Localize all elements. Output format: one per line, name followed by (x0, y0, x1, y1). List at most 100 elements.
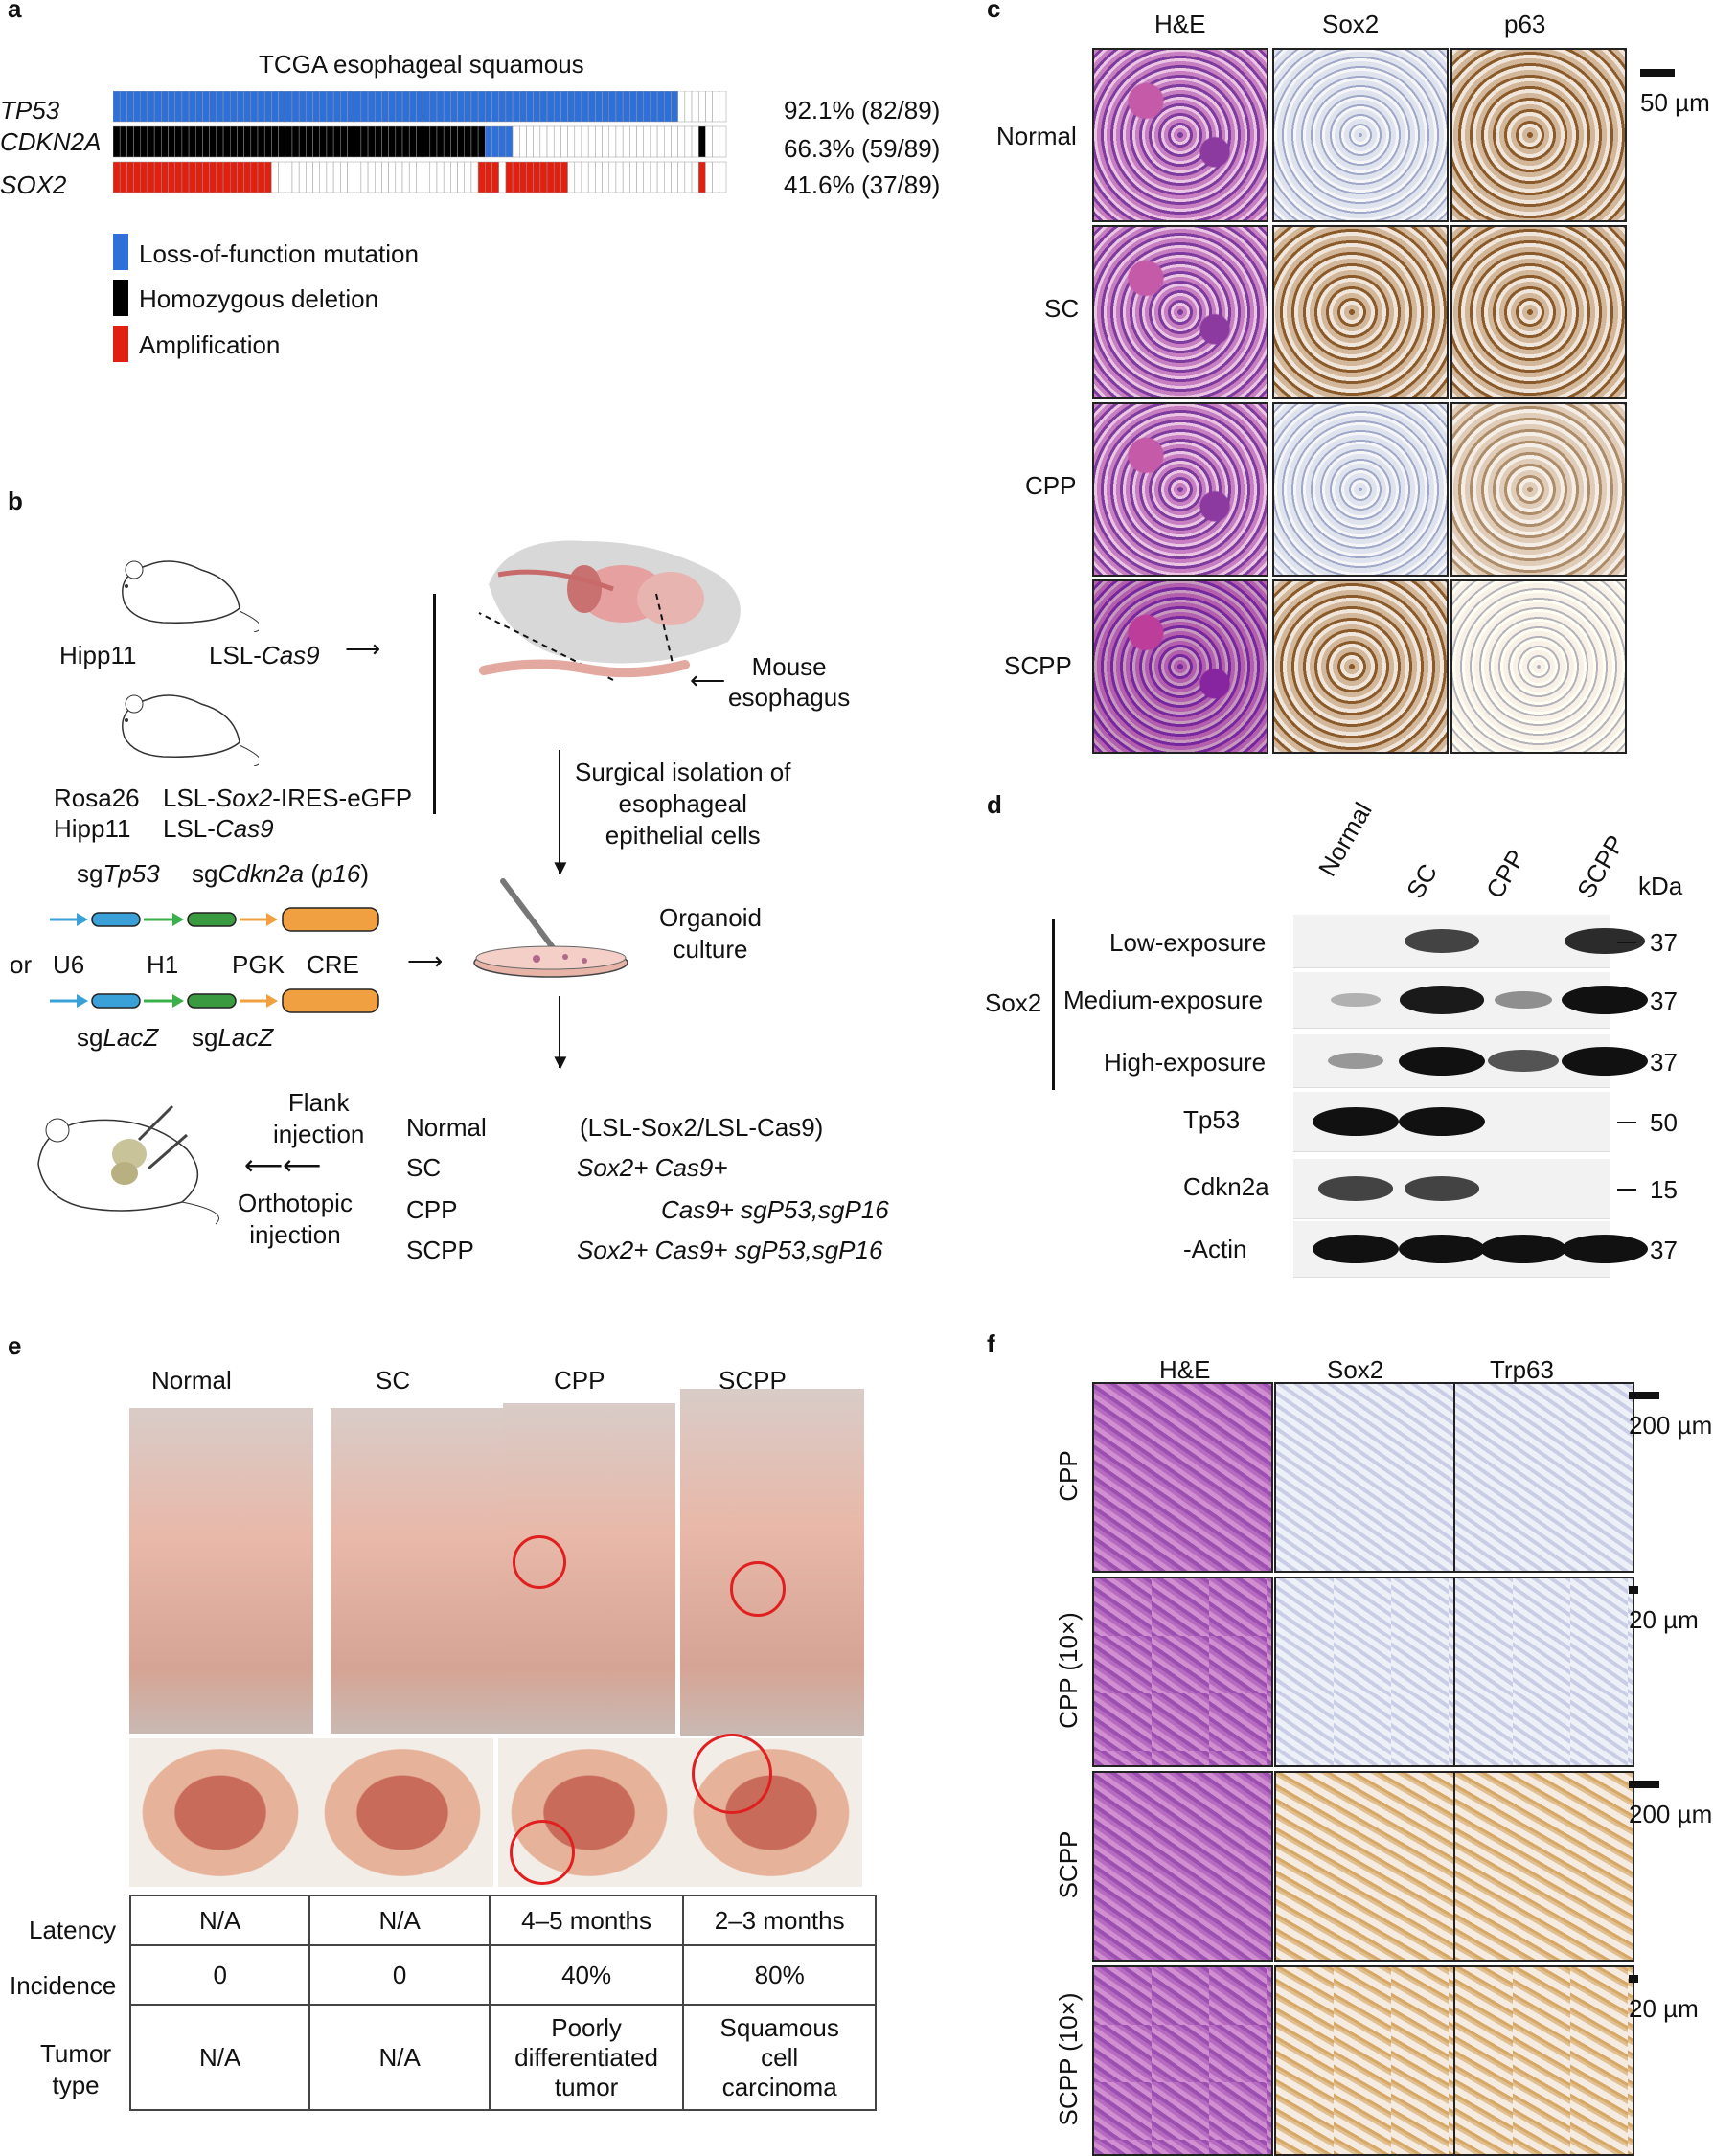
oncoprint-cell (691, 161, 699, 193)
oncoprint-cell (360, 91, 369, 123)
oncoprint-cell (526, 161, 534, 193)
mouse-icon-2 (122, 694, 259, 766)
oncoprint-cell (319, 161, 328, 193)
table-cell: 0 (308, 1944, 491, 2006)
panel-f-label: f (987, 1329, 995, 1358)
oncoprint-cell (388, 125, 397, 158)
oncoprint-cell (285, 91, 293, 123)
mouse2-line2-left: Hipp11 (54, 814, 131, 843)
mw-label: 37 (1650, 987, 1678, 1015)
c-p63-cpp (1450, 402, 1627, 577)
oncoprint-cell (636, 161, 644, 193)
panel-c-label: c (987, 0, 1001, 23)
arrow-down-2-head: ▼ (550, 1050, 571, 1074)
oncoprint-cell (697, 91, 706, 123)
oncoprint-cell (560, 125, 568, 158)
oncoprint-cell (505, 91, 514, 123)
oncoprint-cell (340, 161, 348, 193)
oncoprint-cell (375, 161, 382, 193)
legend-swatch-amp (113, 326, 128, 362)
oncoprint-cell (367, 91, 376, 123)
oncoprint-cell (712, 125, 720, 158)
gene-cdkn2a: CDKN2A (0, 127, 102, 156)
oncoprint-cell (491, 91, 499, 123)
f-scale-label: 200 µm (1629, 1411, 1713, 1440)
oncoprint-cell (546, 91, 555, 123)
oncoprint-cell (250, 91, 259, 123)
oncoprint-cell (546, 125, 555, 158)
oncoprint-cell (298, 125, 307, 158)
c-scale-bar (1640, 69, 1675, 77)
oncoprint-cell (664, 91, 672, 123)
mouse1-left: Hipp11 (59, 641, 137, 669)
oncoprint-cell (643, 91, 651, 123)
e-mouse-photo-normal (129, 1408, 313, 1734)
table-row: N/A N/A Poorly differentiated tumor Squamou… (128, 2004, 877, 2111)
oncoprint-cell (354, 91, 362, 123)
mouse-anatomy-illustration (478, 540, 741, 681)
oncoprint-cell (347, 91, 354, 123)
oncoprint-cell (195, 125, 203, 158)
oncoprint-cell (243, 125, 252, 158)
d-sox2-bracket (1052, 919, 1055, 1090)
e-row-incidence: Incidence (10, 1971, 117, 2000)
sg-lacz-1: sgLacZ (77, 1023, 159, 1052)
oncoprint-cell (581, 161, 589, 193)
oncoprint-cell (574, 91, 582, 123)
oncoprint-cell (643, 125, 651, 158)
oncoprint-cell (595, 125, 603, 158)
c-col-sox2: Sox2 (1322, 10, 1380, 38)
oncoprint-cell (147, 125, 155, 158)
oncoprint-cell (615, 125, 624, 158)
oncoprint-cell (395, 161, 403, 193)
oncoprint-cell (615, 91, 624, 123)
oncoprint-cell (553, 91, 561, 123)
oncoprint-cell (195, 161, 203, 193)
promoter-pgk: PGK (232, 950, 285, 979)
f-histology-image (1092, 1965, 1273, 2156)
oncoprint-cell (684, 125, 693, 158)
oncoprint-cell (133, 91, 142, 123)
mw-label: 37 (1650, 927, 1678, 957)
oncoprint-cell (222, 91, 231, 123)
oncoprint-cell (671, 125, 678, 158)
blot-band (1313, 1235, 1399, 1263)
oncoprint-cell (209, 161, 217, 193)
oncoprint-cell (436, 161, 445, 193)
oncoprint-cell (285, 161, 293, 193)
mw-tick (1617, 1249, 1636, 1251)
f-scale-label: 20 µm (1629, 1994, 1699, 2023)
mw-tick (1617, 1000, 1636, 1002)
oncoprint-cell (539, 125, 548, 158)
e-group-sc: SC (376, 1366, 411, 1395)
blot-row-label: Tp53 (1183, 1105, 1241, 1134)
arrow-down-1-head: ▼ (550, 855, 571, 879)
f-row-label: CPP (10×) (1054, 1611, 1083, 1729)
panel-a-label: a (8, 0, 22, 23)
oncoprint-cell (263, 91, 272, 123)
oncoprint-cell (622, 161, 630, 193)
c-he-cpp (1092, 402, 1268, 577)
f-histology-image (1274, 1577, 1455, 1767)
c-he-scpp (1092, 579, 1268, 754)
oncoprint-cell (278, 91, 286, 123)
table-cell: 40% (488, 1944, 685, 2006)
oncoprint-cell (464, 91, 472, 123)
esophagus-arrow: ⟵ (690, 666, 726, 694)
e-tumor-circle-scpp (730, 1561, 786, 1617)
oncoprint-cell (602, 91, 609, 123)
oncoprint-cell (243, 91, 252, 123)
f-row-label: SCPP (10×) (1054, 1992, 1083, 2125)
oncoprint-cell (347, 161, 354, 193)
oncoprint-cell (140, 125, 148, 158)
promoter-cre: CRE (307, 950, 359, 979)
blot-band (1399, 1046, 1485, 1076)
oncoprint-cell (113, 161, 121, 193)
oncoprint-cell (533, 91, 541, 123)
blot-band (1331, 992, 1381, 1008)
c-scale-label: 50 µm (1640, 88, 1710, 117)
oncoprint-cell (168, 91, 175, 123)
oncoprint-cell (512, 91, 520, 123)
oncoprint-cell (485, 161, 492, 193)
oncoprint-cell (719, 161, 727, 193)
